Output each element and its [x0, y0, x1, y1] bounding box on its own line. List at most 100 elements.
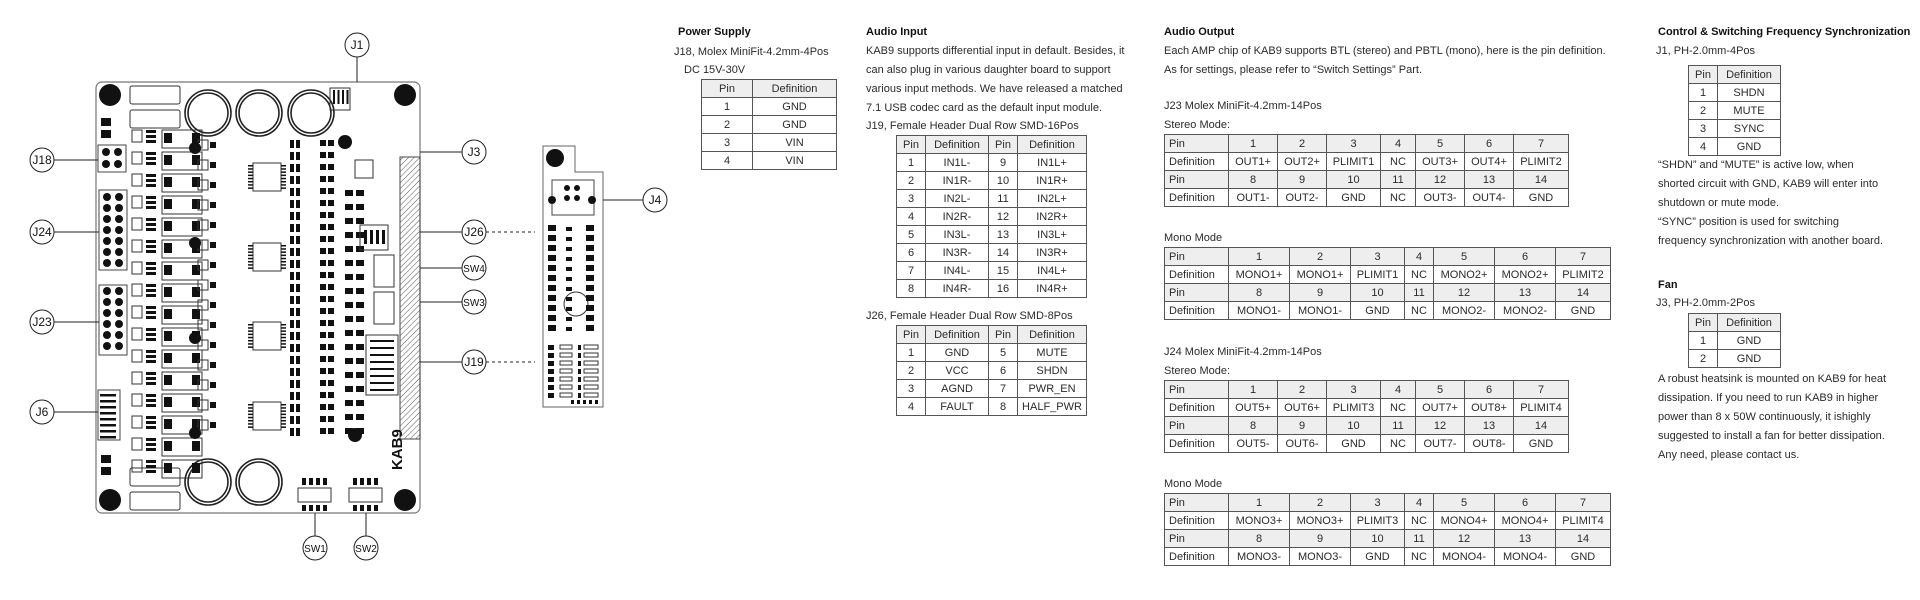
smd-component [548, 315, 556, 321]
usb-pin [574, 195, 580, 201]
smd-component [290, 332, 294, 340]
amplifier-ic [252, 321, 282, 351]
smd-component [146, 135, 156, 138]
smd-component [320, 344, 326, 350]
smd-component [248, 324, 253, 326]
pin-pad [115, 309, 123, 317]
j19-caption: J19, Female Header Dual Row SMD-16Pos [866, 120, 1079, 132]
j3-connector-label: J3, PH-2.0mm-2Pos [1656, 297, 1756, 309]
smd-component [337, 90, 340, 104]
fan-connector [354, 159, 374, 179]
smd-component [248, 423, 253, 425]
table-cell: OUT4- [1464, 188, 1514, 207]
table-cell: 3 [701, 133, 753, 152]
smd-component [328, 272, 334, 278]
pin-pad [103, 320, 111, 328]
table-cell: Pin [1164, 247, 1229, 266]
table-cell: 11 [1380, 416, 1416, 435]
smd-component [192, 419, 200, 429]
smd-component [356, 330, 364, 336]
smd-component [370, 354, 394, 356]
main-board: KAB9 [95, 81, 421, 514]
smd-component [548, 265, 556, 271]
smd-component [281, 413, 286, 416]
smd-component [376, 230, 379, 244]
power-inductor [161, 217, 203, 237]
smd-component [146, 438, 156, 441]
pin-pad [114, 160, 122, 168]
smd-component [320, 416, 326, 422]
table-cell: MUTE [1717, 101, 1781, 120]
smd-component [296, 368, 300, 376]
smd-component [548, 377, 554, 382]
smd-component [578, 393, 581, 398]
table-cell: 6 [1464, 380, 1514, 399]
smd-component [566, 277, 572, 281]
smd-component [316, 505, 320, 511]
smd-component [290, 260, 294, 268]
smd-component [328, 416, 334, 422]
smd-component [101, 455, 111, 463]
table-cell: GND [1326, 188, 1381, 207]
power-connector-label: J18, Molex MiniFit-4.2mm-4Pos [674, 46, 829, 58]
power-supply-heading: Power Supply [678, 26, 751, 38]
table-row: 8 IN4R- 16 IN4R+ [896, 279, 1087, 298]
smd-component [548, 235, 556, 241]
smd-component [328, 296, 334, 302]
table-cell: IN2R+ [1017, 207, 1087, 226]
smd-component [281, 404, 286, 406]
table-cell: 4 [701, 151, 753, 170]
smd-component [356, 274, 364, 280]
smd-component [146, 140, 156, 143]
table-cell: GND [1717, 349, 1781, 368]
note-line: A robust heatsink is mounted on KAB9 for… [1658, 373, 1887, 385]
smd-component [248, 410, 253, 412]
table-cell: 2 [1688, 349, 1718, 368]
smd-component [548, 393, 554, 398]
smd-component [320, 248, 326, 254]
table-cell: MONO1+ [1228, 265, 1290, 284]
smd-component [146, 333, 156, 336]
table-cell: MONO1- [1289, 301, 1351, 320]
smd-component [146, 372, 156, 375]
table-cell: 2 [1289, 247, 1351, 266]
inductor [131, 415, 143, 429]
table-cell: 7 [988, 379, 1018, 398]
table-cell: 1 [896, 343, 926, 362]
pin-pad [103, 204, 111, 212]
description-line: 7.1 USB codec card as the default input … [866, 102, 1103, 114]
table-cell: IN1L- [925, 153, 989, 172]
table-cell: Definition [1717, 65, 1781, 84]
pin-table: Pin 1 2 3 4 5 6 7 Definition MONO1+ MONO1+ PLIMIT1 N… [1164, 247, 1611, 320]
smd-component [370, 347, 394, 349]
smd-component [248, 416, 253, 419]
table-cell: Pin [1164, 416, 1229, 435]
table-cell: IN3L- [925, 225, 989, 244]
table-cell: 6 [1494, 493, 1556, 512]
pin-pad [103, 331, 111, 339]
smd-component [281, 324, 286, 326]
table-cell: OUT8- [1464, 434, 1514, 453]
inductor [131, 239, 143, 253]
smd-component [548, 305, 556, 311]
smd-component [290, 356, 294, 364]
table-cell: MONO3- [1289, 547, 1351, 566]
smd-component [290, 176, 294, 184]
power-inductor [161, 261, 203, 281]
table-cell: 5 [988, 343, 1018, 362]
crystal [189, 332, 201, 344]
smd-component [364, 230, 367, 244]
table-cell: IN4R+ [1017, 279, 1087, 298]
smd-component [290, 284, 294, 292]
smd-component [367, 478, 371, 485]
pin-pad [115, 331, 123, 339]
pin-pad [115, 287, 123, 295]
table-cell: 12 [1433, 529, 1495, 548]
smd-component [281, 261, 286, 263]
pin-pad [114, 148, 122, 156]
pin-pad [103, 215, 111, 223]
pin-pad [103, 237, 111, 245]
smd-component [281, 343, 286, 345]
table-cell: MONO4- [1433, 547, 1495, 566]
table-cell: Pin [1164, 493, 1229, 512]
